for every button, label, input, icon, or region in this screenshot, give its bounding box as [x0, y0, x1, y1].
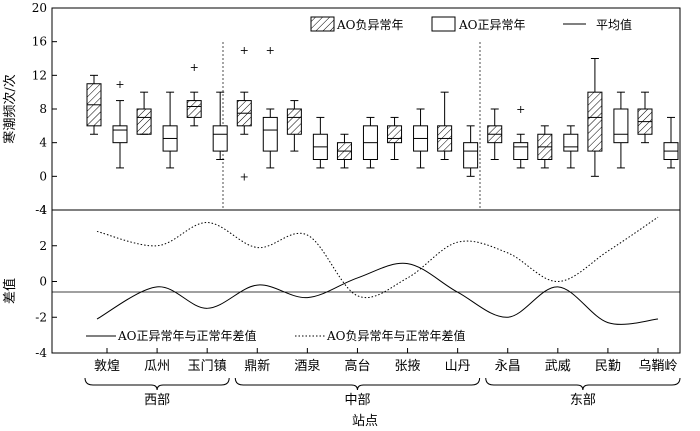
box-neg	[487, 108, 503, 160]
box-outlier-marker: +	[516, 103, 525, 116]
x-tick-label: 瓜州	[144, 359, 170, 374]
box-body	[587, 91, 603, 152]
bottom-legend: AO正异常年与正常年差值 AO负异常年与正常年差值	[86, 328, 466, 343]
top-y-tick-label: 8	[39, 102, 47, 116]
legend-swatch-pos	[431, 16, 456, 32]
x-tick-label: 酒泉	[294, 358, 320, 374]
box-pos: +	[262, 44, 278, 169]
top-y-tick-label: 12	[32, 68, 47, 82]
box-pos	[563, 125, 579, 169]
legend-label-pos-diff: AO正异常年与正常年差值	[117, 328, 257, 343]
legend-label-pos: AO正异常年	[458, 18, 526, 32]
box-neg	[336, 133, 352, 169]
line-series-neg-diff	[96, 216, 659, 298]
x-tick-label: 武威	[545, 359, 571, 374]
legend-swatch-neg	[310, 16, 335, 32]
region-label: 中部	[344, 393, 370, 408]
x-tick-label: 民勤	[595, 359, 621, 374]
box-neg: ++	[236, 44, 252, 183]
box-neg	[587, 58, 603, 177]
box-pos	[613, 91, 629, 169]
top-y-axis-label: 寒潮频次/次	[2, 74, 18, 143]
legend-label-neg: AO负异常年	[336, 18, 404, 32]
top-legend: AO负异常年 AO正异常年 平均值	[310, 16, 632, 32]
box-series: ++++++	[86, 44, 679, 183]
region-bracket	[234, 377, 481, 391]
box-body	[136, 108, 152, 135]
box-body	[613, 108, 629, 144]
top-y-axis-ticks: -4 0 4 8 12 16 20	[32, 1, 57, 217]
bottom-y-axis-label: 差值	[2, 278, 18, 304]
x-tick-label: 乌鞘岭	[638, 358, 677, 374]
region-brackets: 西部 中部 东部	[84, 377, 681, 408]
x-axis-station-labels: 敦煌 瓜州 玉门镇 鼎新 酒泉 高台 张掖 山丹 永昌 武威 民勤 乌鞘岭	[94, 348, 678, 374]
x-tick-label: 高台	[344, 358, 370, 374]
x-tick-label: 敦煌	[94, 358, 120, 374]
box-neg	[387, 116, 403, 160]
bottom-y-axis-ticks: -4 -2 0 2 4	[35, 203, 57, 360]
box-neg	[286, 100, 302, 152]
box-pos	[312, 116, 328, 169]
region-label: 西部	[144, 393, 170, 408]
box-body	[112, 125, 128, 144]
x-axis-title: 站点	[352, 414, 378, 429]
bottom-y-tick-label: 2	[39, 239, 47, 253]
top-y-tick-label: 0	[39, 169, 47, 183]
box-pos: +	[513, 103, 529, 169]
x-tick-label: 永昌	[495, 359, 521, 374]
box-neg	[86, 74, 102, 135]
top-y-tick-label: 16	[32, 35, 47, 49]
box-neg	[537, 125, 553, 169]
top-y-tick-label: -4	[35, 203, 47, 217]
box-body	[186, 100, 202, 118]
region-bracket	[485, 377, 681, 391]
box-pos: +	[112, 78, 128, 169]
region-bracket	[84, 377, 230, 391]
x-tick-label: 张掖	[395, 359, 421, 374]
bottom-y-tick-label: 4	[39, 203, 47, 217]
bottom-y-tick-label: 0	[39, 275, 47, 289]
x-tick-label: 山丹	[445, 359, 471, 374]
box-outlier-marker: +	[240, 170, 249, 183]
box-outlier-marker: +	[115, 78, 124, 91]
box-body	[262, 116, 278, 152]
box-neg: +	[186, 61, 202, 127]
box-outlier-marker: +	[190, 61, 199, 74]
difference-lines	[96, 216, 659, 325]
legend-label-mean: 平均值	[596, 17, 632, 32]
box-body	[387, 125, 403, 144]
legend-label-neg-diff: AO负异常年与正常年差值	[326, 328, 466, 343]
x-tick-label: 鼎新	[244, 358, 270, 374]
line-series-pos-diff	[96, 262, 659, 325]
box-pos	[463, 125, 479, 177]
box-pos	[663, 116, 679, 169]
bottom-y-tick-label: -4	[35, 346, 47, 360]
box-body	[513, 142, 529, 161]
x-tick-label: 玉门镇	[188, 359, 227, 374]
bottom-line-plot-panel: -4 -2 0 2 4 敦煌 瓜州 玉门镇 鼎新 酒泉 高台 张掖 山丹 永昌 武威 民勤 乌鞘岭 差值 AO…	[2, 203, 681, 429]
region-label: 东部	[570, 393, 596, 408]
box-pos	[362, 116, 378, 169]
box-pos	[413, 108, 429, 169]
box-body	[463, 142, 479, 169]
top-y-tick-label: 20	[32, 1, 47, 15]
box-outlier-marker: +	[240, 44, 249, 57]
top-y-tick-label: 4	[39, 136, 47, 150]
box-body	[286, 108, 302, 135]
box-body	[212, 125, 228, 152]
box-body	[563, 133, 579, 152]
box-neg	[637, 91, 653, 144]
box-neg	[437, 91, 453, 160]
box-outlier-marker: +	[266, 44, 275, 57]
box-neg	[136, 91, 152, 135]
bottom-y-tick-label: -2	[35, 310, 47, 324]
box-pos	[162, 91, 178, 169]
box-pos	[212, 91, 228, 160]
